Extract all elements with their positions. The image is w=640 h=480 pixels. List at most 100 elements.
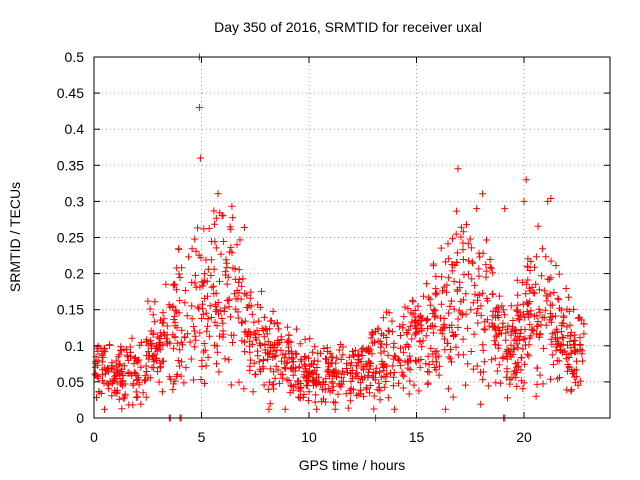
data-point (471, 281, 479, 289)
data-point (580, 330, 588, 338)
data-point (543, 297, 551, 305)
data-point (424, 368, 432, 376)
data-point (389, 382, 397, 390)
data-point (566, 321, 574, 329)
data-point (142, 393, 150, 401)
data-point (302, 365, 310, 373)
data-point (409, 298, 417, 306)
data-point (456, 278, 464, 286)
data-point (364, 347, 372, 355)
data-point (417, 356, 425, 363)
data-point (292, 349, 300, 357)
data-point (202, 256, 210, 264)
data-point (378, 357, 386, 365)
data-point (474, 296, 481, 304)
data-point (175, 309, 183, 317)
data-point (473, 205, 481, 213)
data-point (570, 367, 578, 375)
data-point (398, 368, 406, 376)
data-point (568, 386, 576, 394)
data-point (541, 306, 549, 314)
data-point (285, 347, 292, 355)
data-point (177, 372, 185, 380)
data-point (292, 325, 300, 333)
data-point (520, 379, 528, 387)
data-point (339, 367, 346, 375)
data-point (319, 385, 326, 393)
data-point (574, 314, 582, 322)
data-point (279, 374, 287, 382)
data-point (358, 364, 366, 372)
data-point (544, 197, 552, 205)
data-point (501, 205, 509, 213)
data-point (492, 314, 500, 321)
data-point (425, 361, 433, 368)
data-point (337, 356, 345, 363)
data-point (407, 356, 414, 364)
data-point (195, 251, 203, 259)
data-point (215, 368, 223, 376)
data-point (509, 350, 517, 358)
data-point (516, 316, 524, 324)
data-point (467, 244, 475, 252)
data-point (329, 383, 337, 391)
data-point (448, 321, 456, 329)
data-point (467, 348, 475, 355)
data-point (224, 273, 232, 281)
data-point (504, 394, 511, 402)
data-point (519, 310, 527, 318)
data-point (531, 263, 538, 271)
data-point (390, 369, 398, 376)
data-point (481, 326, 489, 334)
data-point (580, 320, 588, 328)
data-point (130, 368, 138, 376)
data-point (544, 275, 552, 283)
data-point (391, 405, 398, 413)
data-point (132, 388, 140, 396)
data-point (572, 348, 580, 356)
data-point (372, 376, 380, 384)
data-point (346, 370, 354, 377)
data-point (162, 280, 170, 288)
data-point (397, 344, 404, 352)
data-point (419, 337, 427, 345)
data-point (510, 327, 518, 335)
data-point (510, 336, 518, 344)
data-point (501, 311, 509, 319)
data-point (241, 348, 249, 356)
data-point (206, 302, 214, 310)
data-point (118, 380, 126, 388)
data-point (385, 309, 393, 317)
data-point (492, 341, 500, 349)
data-point (201, 270, 209, 278)
data-point (277, 370, 285, 378)
data-point (120, 362, 128, 370)
data-point (249, 388, 257, 396)
data-point (204, 265, 212, 273)
data-point (404, 326, 412, 334)
data-point (199, 282, 207, 290)
data-point (252, 334, 259, 342)
data-point (524, 255, 532, 263)
data-point (335, 346, 343, 354)
data-point (266, 350, 274, 358)
data-point (424, 324, 432, 332)
data-point (367, 360, 375, 367)
data-point (355, 352, 363, 360)
data-point (221, 304, 229, 312)
data-point (482, 261, 490, 269)
data-point (314, 349, 322, 357)
data-point (444, 385, 452, 393)
data-point (496, 379, 504, 387)
data-point (548, 313, 556, 321)
data-point (220, 238, 228, 245)
data-point (274, 337, 282, 344)
data-point (384, 394, 392, 402)
data-point (153, 347, 161, 355)
data-point (375, 379, 383, 387)
data-point (146, 305, 154, 313)
data-point (231, 265, 239, 273)
data-point (300, 391, 308, 398)
data-point (377, 373, 385, 381)
data-point (312, 391, 320, 399)
